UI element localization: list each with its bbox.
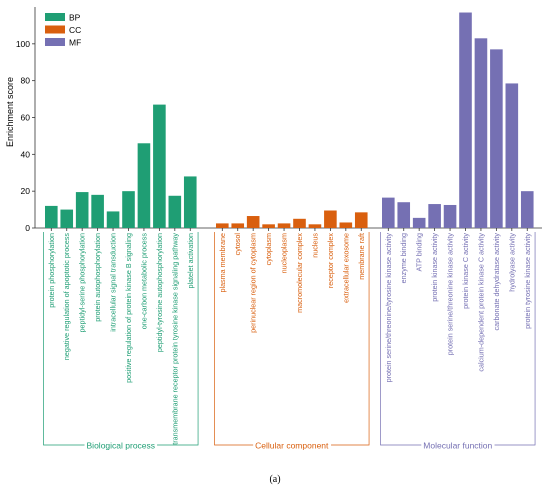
group-label: Biological process <box>87 441 156 451</box>
bar-bp <box>45 205 58 228</box>
x-tick-label: calcium-dependent protein kinase C activ… <box>476 233 485 372</box>
bar-bp <box>60 209 74 228</box>
x-tick-label: hydrolyase activity <box>507 233 516 292</box>
bar-mf <box>474 38 488 228</box>
bar-cc <box>354 212 368 228</box>
bar-cc <box>293 218 306 228</box>
bar-mf <box>382 197 395 228</box>
y-axis-title: Enrichment score <box>5 77 15 147</box>
x-tick-label: negative regulation of apoptotic process <box>62 233 71 360</box>
x-tick-label: macromolecular complex <box>295 233 304 313</box>
y-tick-label: 0 <box>25 223 30 233</box>
x-tick-label: plasma membrane <box>218 233 227 293</box>
x-tick-label: cytoplasm <box>264 233 273 265</box>
x-tick-label: protein autophosphorylation <box>93 233 102 322</box>
legend-label-mf: MF <box>69 38 81 48</box>
bar-mf <box>459 12 472 229</box>
x-tick-label: one-carbon metabolic process <box>139 233 148 330</box>
group-label-bg <box>421 440 495 451</box>
bar-mf <box>428 204 441 228</box>
x-tick-label: protein serine/threonine/tyrosine kinase… <box>384 233 393 383</box>
x-tick-label: enzyme binding <box>399 233 408 283</box>
x-tick-label: receptor complex <box>326 233 335 289</box>
x-tick-label: peptidyl-serine phosphorylation <box>78 233 87 333</box>
x-tick-label: extracellular exosome <box>341 233 350 303</box>
bar-cc <box>308 224 322 228</box>
bar-mf <box>505 83 519 228</box>
legend-label-cc: CC <box>69 25 81 35</box>
x-tick-label: membrane raft <box>357 233 366 280</box>
bar-bp <box>122 191 135 228</box>
y-tick-label: 20 <box>21 186 31 196</box>
y-tick-label: 40 <box>21 149 31 159</box>
x-tick-label: cytosol <box>233 233 242 256</box>
bar-bp <box>75 192 89 228</box>
x-tick-label: positive regulation of protein kinase B … <box>124 233 133 383</box>
x-tick-label: perinuclear region of cytoplasm <box>249 233 258 333</box>
x-tick-label: protein tyrosine kinase activity <box>523 233 532 329</box>
bar-cc <box>324 210 337 228</box>
group-label: Cellular component <box>255 441 329 451</box>
bar-mf <box>397 202 411 228</box>
x-tick-label: protein kinase C activity <box>461 233 470 309</box>
group-label: Molecular function <box>423 441 492 451</box>
x-tick-label: carbonate dehydratase activity <box>492 233 501 331</box>
x-tick-label: nucleus <box>310 233 319 258</box>
x-tick-label: ATP binding <box>415 233 424 272</box>
bar-cc <box>262 224 275 228</box>
x-tick-label: transmembrane receptor protein tyrosine … <box>170 233 179 445</box>
x-tick-label: intracellular signal transduction <box>109 233 118 332</box>
y-tick-label: 80 <box>21 76 31 86</box>
legend-swatch-cc <box>45 25 65 34</box>
group-label-bg <box>84 440 158 451</box>
x-tick-label: protein kinase activity <box>430 233 439 302</box>
group-label-bg <box>253 440 332 451</box>
bar-mf <box>490 49 503 228</box>
bar-mf <box>520 191 534 228</box>
y-tick-label: 100 <box>16 39 30 49</box>
x-tick-label: protein phosphorylation <box>47 233 56 308</box>
bar-cc <box>216 223 229 228</box>
bar-bp <box>137 143 151 228</box>
legend-swatch-mf <box>45 38 65 46</box>
x-tick-label: peptidyl-tyrosine autophosphorylation <box>155 233 164 352</box>
bar-cc <box>231 223 245 228</box>
bar-mf <box>412 217 426 228</box>
bar-bp <box>183 176 197 228</box>
bar-bp <box>153 104 166 228</box>
figure-caption: (a) <box>269 474 281 485</box>
bar-cc <box>277 223 291 228</box>
bar-bp <box>106 211 120 228</box>
x-tick-label: platelet activation <box>186 233 195 289</box>
bar-cc <box>339 222 353 228</box>
bar-bp <box>91 194 104 228</box>
x-tick-label: nucleoplasm <box>280 233 289 273</box>
y-tick-label: 60 <box>21 113 31 123</box>
legend-label-bp: BP <box>69 13 81 23</box>
bar-bp <box>168 195 182 228</box>
bar-cc <box>246 216 260 228</box>
bar-mf <box>443 204 457 228</box>
x-tick-label: protein serine/threonine kinase activity <box>446 233 455 356</box>
legend-swatch-bp <box>45 13 65 21</box>
